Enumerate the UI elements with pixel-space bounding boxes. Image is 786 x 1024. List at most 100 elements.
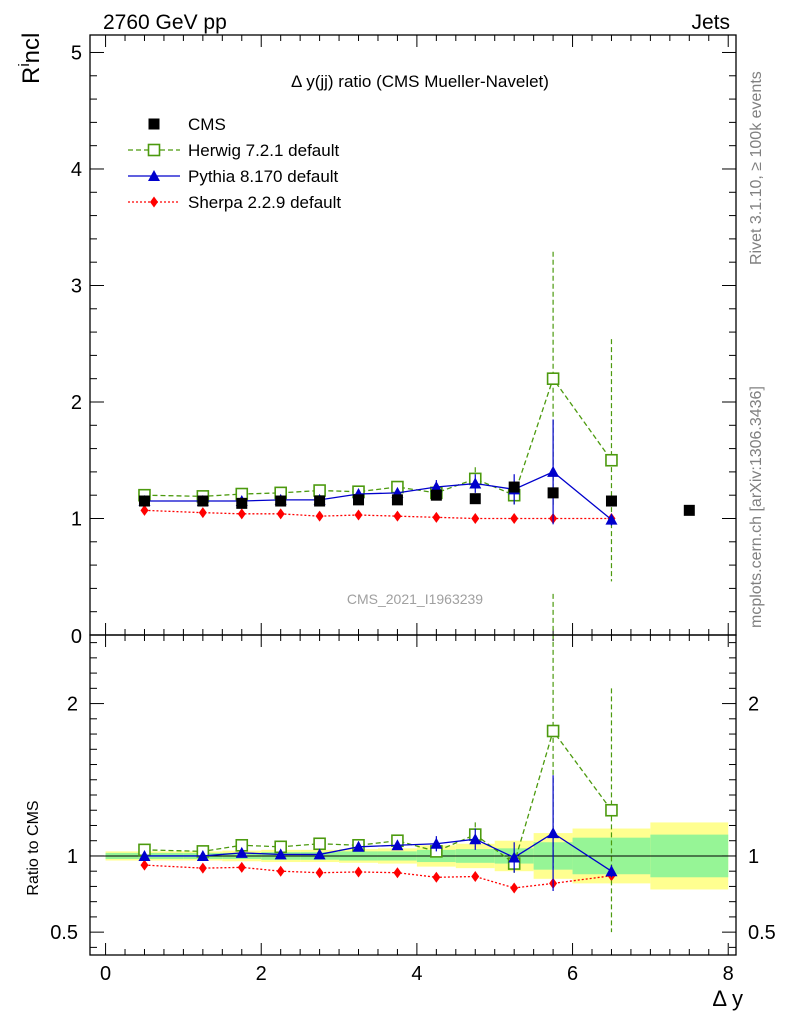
y-tick-label: 5 [71, 42, 82, 64]
main-herwig-7-2-1-default-point [546, 372, 560, 385]
main-sherpa-2-2-9-default-point [354, 509, 363, 521]
ratio-pythia-8-170-default-point [469, 833, 482, 845]
legend-marker-cms [148, 118, 160, 130]
main-cms-point [605, 495, 617, 507]
x-axis-label: Δ y [712, 986, 743, 1011]
watermark: CMS_2021_I1963239 [347, 591, 483, 607]
ratio-pythia-8-170-default-point [138, 849, 151, 861]
main-cms-point [138, 495, 150, 507]
ratio-pythia-8-170-default-point [605, 865, 618, 877]
legend-label-pythia-8-170-default: Pythia 8.170 default [188, 167, 339, 186]
main-herwig-7-2-1-default-line [144, 377, 612, 498]
ratio-sherpa-2-2-9-default-point [276, 865, 285, 877]
ratio-pythia-8-170-default-point [274, 848, 287, 860]
ratio-pythia-8-170-default-point [196, 849, 209, 861]
legend-marker-herwig-7-2-1-default [147, 143, 161, 157]
main-cms-point [391, 494, 403, 506]
main-sherpa-2-2-9-default-point [432, 511, 441, 523]
main-cms-point [430, 489, 442, 501]
ratio-sherpa-2-2-9-default-point [432, 871, 441, 883]
ratio-y-tick-label: 0.5 [50, 922, 78, 944]
ratio-plot-frame [89, 634, 737, 956]
legend-label-cms: CMS [188, 115, 226, 134]
main-pythia-8-170-default-point [430, 481, 443, 493]
side-text-bottom: mcplots.cern.ch [arXiv:1306.3436] [748, 386, 765, 628]
main-pythia-8-170-default-line [144, 471, 612, 521]
main-sherpa-2-2-9-default-point [510, 512, 519, 524]
main-pythia-8-170-default-point [605, 513, 618, 525]
x-tick-label: 2 [256, 963, 267, 985]
main-series [138, 251, 695, 582]
header-right: Jets [691, 11, 730, 34]
main-cms-point [275, 495, 287, 507]
main-cms-point [547, 487, 559, 499]
ratio-series [138, 593, 618, 933]
y-axis-label-r: R [18, 67, 45, 84]
y-tick-label: 1 [71, 508, 82, 530]
legend-marker-pythia-8-170-default [148, 170, 160, 181]
header-left: 2760 GeV pp [103, 11, 227, 34]
ratio-herwig-7-2-1-default-point [605, 803, 618, 817]
main-cms-point [508, 481, 520, 493]
ratio-sherpa-2-2-9-default-point [354, 866, 363, 878]
main-sherpa-2-2-9-default-point [198, 507, 207, 519]
ratio-pythia-8-170-default-point [352, 840, 365, 852]
ratio-sherpa-2-2-9-default-point [393, 867, 402, 879]
y-axis-label-main: Rincl [16, 33, 45, 84]
main-sherpa-2-2-9-default-point [471, 512, 480, 524]
y-tick-label: 4 [71, 159, 82, 181]
main-cms-point [236, 497, 248, 509]
ratio-pythia-8-170-default-point [313, 848, 326, 860]
y-axis-label-sup: i [16, 63, 33, 66]
x-tick-label: 0 [100, 963, 111, 985]
main-sherpa-2-2-9-default-point [140, 504, 149, 516]
main-cms-point [353, 494, 365, 506]
y-tick-label: 0 [71, 626, 82, 648]
ratio-sherpa-2-2-9-default-point [140, 859, 149, 871]
main-cms-point [197, 495, 209, 507]
ratio-sherpa-2-2-9-default-point [315, 867, 324, 879]
main-pythia-8-170-default-point [547, 465, 560, 477]
ratio-y-tick-label-right: 1 [748, 846, 759, 868]
y-tick-label: 2 [71, 392, 82, 414]
x-tick-label: 8 [723, 963, 734, 985]
ratio-sherpa-2-2-9-default-point [471, 871, 480, 883]
ratio-sherpa-2-2-9-default-point [198, 862, 207, 874]
main-sherpa-2-2-9-default-point [237, 508, 246, 520]
main-cms-point [314, 495, 326, 507]
ratio-pythia-8-170-default-point [430, 837, 443, 849]
chart-title: Δ y(jj) ratio (CMS Mueller-Navelet) [291, 72, 549, 91]
ratio-pythia-8-170-default-point [508, 851, 521, 863]
y-axis-label-ratio: Ratio to CMS [25, 800, 42, 895]
y-axis-label-rest: ncl [18, 33, 45, 64]
ratio-herwig-7-2-1-default-line [144, 729, 612, 865]
ratio-y-tick-label-right: 0.5 [748, 922, 776, 944]
main-sherpa-2-2-9-default-line [144, 509, 612, 520]
ratio-y-tick-label: 2 [67, 694, 78, 716]
main-herwig-7-2-1-default-point [605, 453, 618, 467]
main-sherpa-2-2-9-default-point [276, 508, 285, 520]
ratio-y-tick-label: 1 [67, 846, 78, 868]
y-tick-label: 3 [71, 275, 82, 297]
ratio-herwig-7-2-1-default-point [313, 837, 326, 851]
ratio-sherpa-2-2-9-default-line [144, 864, 612, 889]
main-cms-point [469, 493, 481, 505]
ratio-sherpa-2-2-9-default-point [237, 861, 246, 873]
ratio-axis-ticks: 0 2 4 6 8 0.5 0.5 1 1 2 2 [50, 635, 776, 985]
ratio-pythia-8-170-default-point [391, 839, 404, 851]
x-tick-label: 4 [411, 963, 422, 985]
legend-label-sherpa-2-2-9-default: Sherpa 2.2.9 default [188, 193, 341, 212]
ratio-herwig-7-2-1-default-point [546, 724, 560, 738]
main-pythia-8-170-default-point [469, 477, 482, 489]
main-cms-point [683, 504, 695, 516]
legend-label-herwig-7-2-1-default: Herwig 7.2.1 default [188, 141, 339, 160]
ratio-pythia-8-170-default-point [235, 846, 248, 858]
ratio-sherpa-2-2-9-default-point [510, 882, 519, 894]
main-plot-frame [89, 34, 737, 636]
main-axis-ticks: 1 2 3 4 5 0 [71, 35, 736, 648]
ratio-pythia-8-170-default-line [144, 832, 612, 872]
x-tick-label: 6 [567, 963, 578, 985]
ratio-y-tick-label-right: 2 [748, 694, 759, 716]
side-text-top: Rivet 3.1.10, ≥ 100k events [748, 71, 765, 265]
